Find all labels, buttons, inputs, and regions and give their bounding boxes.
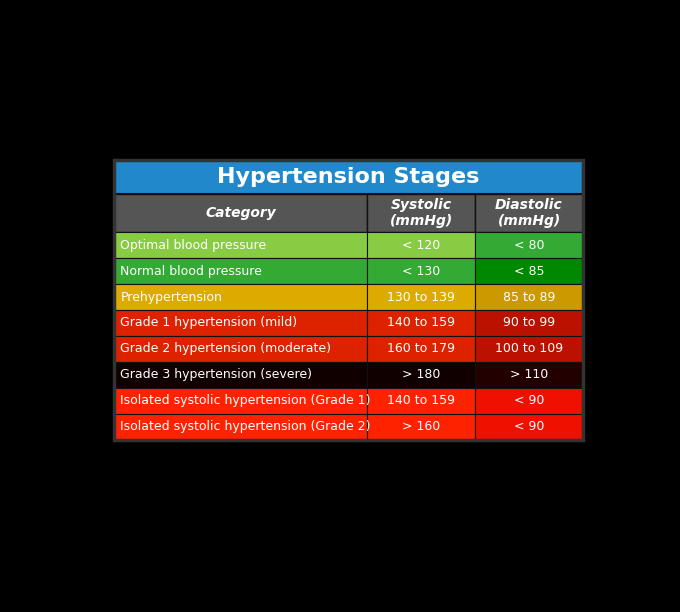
FancyBboxPatch shape: [475, 414, 583, 439]
FancyBboxPatch shape: [367, 258, 475, 284]
FancyBboxPatch shape: [114, 310, 367, 336]
Text: 160 to 179: 160 to 179: [387, 342, 455, 356]
Text: 130 to 139: 130 to 139: [388, 291, 455, 304]
Text: < 130: < 130: [402, 264, 441, 278]
FancyBboxPatch shape: [367, 232, 475, 258]
FancyBboxPatch shape: [475, 336, 583, 362]
Text: 100 to 109: 100 to 109: [495, 342, 563, 356]
Text: 140 to 159: 140 to 159: [387, 316, 455, 329]
Text: 90 to 99: 90 to 99: [503, 316, 555, 329]
FancyBboxPatch shape: [475, 193, 583, 232]
Text: < 85: < 85: [514, 264, 544, 278]
Text: Prehypertension: Prehypertension: [120, 291, 222, 304]
FancyBboxPatch shape: [475, 362, 583, 388]
Text: > 180: > 180: [402, 368, 441, 381]
Text: Diastolic
(mmHg): Diastolic (mmHg): [495, 198, 563, 228]
FancyBboxPatch shape: [367, 414, 475, 439]
FancyBboxPatch shape: [114, 414, 367, 439]
FancyBboxPatch shape: [475, 310, 583, 336]
Text: < 80: < 80: [514, 239, 544, 252]
FancyBboxPatch shape: [114, 193, 367, 232]
FancyBboxPatch shape: [114, 284, 367, 310]
FancyBboxPatch shape: [367, 193, 475, 232]
FancyBboxPatch shape: [367, 388, 475, 414]
FancyBboxPatch shape: [475, 284, 583, 310]
Text: Isolated systolic hypertension (Grade 1): Isolated systolic hypertension (Grade 1): [120, 394, 371, 407]
FancyBboxPatch shape: [114, 160, 583, 193]
Text: 85 to 89: 85 to 89: [503, 291, 556, 304]
Text: Grade 2 hypertension (moderate): Grade 2 hypertension (moderate): [120, 342, 331, 356]
FancyBboxPatch shape: [114, 362, 367, 388]
FancyBboxPatch shape: [114, 388, 367, 414]
Text: Isolated systolic hypertension (Grade 2): Isolated systolic hypertension (Grade 2): [120, 420, 371, 433]
FancyBboxPatch shape: [114, 258, 367, 284]
Text: Normal blood pressure: Normal blood pressure: [120, 264, 262, 278]
Text: > 110: > 110: [510, 368, 548, 381]
Text: Systolic
(mmHg): Systolic (mmHg): [390, 198, 453, 228]
Text: Hypertension Stages: Hypertension Stages: [218, 166, 479, 187]
FancyBboxPatch shape: [367, 284, 475, 310]
Text: < 120: < 120: [402, 239, 441, 252]
Text: > 160: > 160: [402, 420, 441, 433]
Text: Category: Category: [205, 206, 276, 220]
FancyBboxPatch shape: [475, 388, 583, 414]
FancyBboxPatch shape: [475, 232, 583, 258]
FancyBboxPatch shape: [475, 258, 583, 284]
Text: Optimal blood pressure: Optimal blood pressure: [120, 239, 267, 252]
FancyBboxPatch shape: [114, 336, 367, 362]
FancyBboxPatch shape: [114, 232, 367, 258]
Text: < 90: < 90: [514, 394, 544, 407]
FancyBboxPatch shape: [367, 310, 475, 336]
Text: 140 to 159: 140 to 159: [387, 394, 455, 407]
FancyBboxPatch shape: [367, 362, 475, 388]
FancyBboxPatch shape: [367, 336, 475, 362]
Text: Grade 3 hypertension (severe): Grade 3 hypertension (severe): [120, 368, 312, 381]
Text: Grade 1 hypertension (mild): Grade 1 hypertension (mild): [120, 316, 297, 329]
Text: < 90: < 90: [514, 420, 544, 433]
